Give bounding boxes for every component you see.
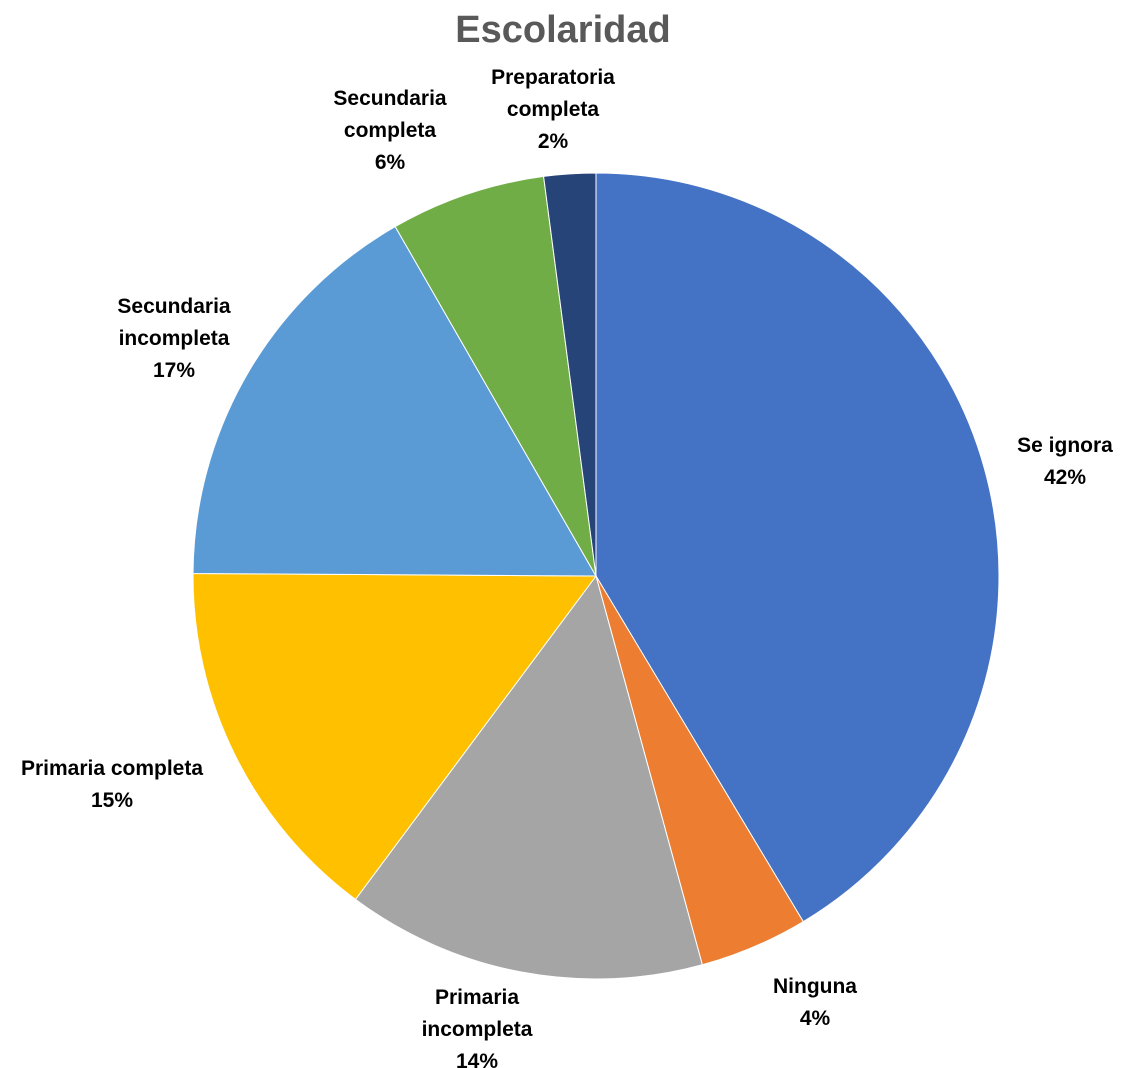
- slice-percent-label: 42%: [1044, 466, 1086, 489]
- pie-slice: [192, 225, 597, 577]
- slice-category-label: incompleta: [119, 327, 230, 350]
- slice-category-label: Se ignora: [1017, 434, 1113, 457]
- pie-slice: [595, 172, 1000, 923]
- slice-label: Primaria incompleta 14%: [422, 986, 533, 1068]
- pie-slice: [543, 172, 597, 577]
- chart-title: Escolaridad: [455, 9, 670, 51]
- slice-percent-label: 2%: [538, 130, 569, 153]
- slice-label: Secundaria incompleta 17%: [117, 295, 231, 382]
- slice-percent-label: 14%: [456, 1050, 498, 1068]
- slice-label: Primaria completa 15%: [21, 757, 203, 812]
- slice-label: Ninguna 4%: [773, 975, 857, 1030]
- slice-label: Preparatoria completa 2%: [491, 66, 615, 153]
- slice-category-label: Secundaria: [117, 295, 231, 318]
- slice-label: Secundaria completa 6%: [333, 87, 447, 174]
- slice-category-label: incompleta: [422, 1018, 533, 1041]
- slice-percent-label: 17%: [153, 359, 195, 382]
- slice-category-label: completa: [344, 119, 437, 142]
- slice-label: Se ignora 42%: [1017, 434, 1113, 489]
- slice-category-label: completa: [507, 98, 600, 121]
- slice-percent-label: 6%: [375, 151, 406, 174]
- slice-category-label: Preparatoria: [491, 66, 615, 89]
- slice-labels: Se ignora 42% Ninguna 4% Primaria incompleta 1…: [21, 66, 1113, 1068]
- pie-slice: [354, 574, 703, 980]
- pie-slice: [192, 572, 597, 901]
- slice-category-label: Primaria: [435, 986, 519, 1009]
- pie-slices: [192, 172, 1000, 980]
- slice-category-label: Secundaria: [333, 87, 447, 110]
- slice-category-label: Primaria completa: [21, 757, 203, 780]
- pie-slice: [394, 175, 597, 577]
- slice-category-label: Ninguna: [773, 975, 857, 998]
- slice-percent-label: 15%: [91, 789, 133, 812]
- slice-percent-label: 4%: [800, 1007, 831, 1030]
